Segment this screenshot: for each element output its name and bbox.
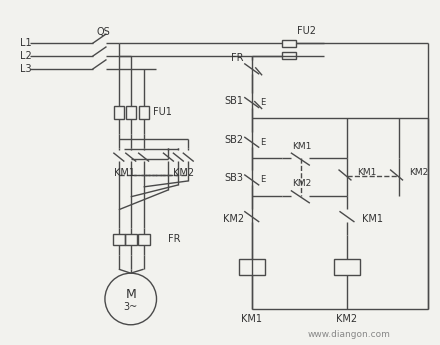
- Text: KM1: KM1: [362, 214, 383, 224]
- Text: KM2: KM2: [292, 179, 311, 188]
- Text: E: E: [260, 98, 265, 107]
- Text: KM1: KM1: [114, 168, 135, 178]
- Text: L1: L1: [20, 38, 31, 48]
- Bar: [113, 234, 125, 245]
- Text: KM2: KM2: [223, 214, 244, 224]
- Text: E: E: [260, 138, 265, 147]
- Text: SB2: SB2: [225, 135, 244, 145]
- Text: KM1: KM1: [357, 168, 377, 177]
- Bar: [126, 106, 136, 119]
- Bar: [282, 52, 297, 59]
- Bar: [125, 234, 137, 245]
- Bar: [282, 40, 297, 47]
- Text: www.diangon.com: www.diangon.com: [308, 330, 390, 339]
- Text: L3: L3: [20, 64, 31, 74]
- Text: SB3: SB3: [225, 173, 244, 183]
- Bar: [139, 106, 149, 119]
- Text: 3~: 3~: [124, 302, 138, 312]
- Text: KM1: KM1: [241, 314, 262, 324]
- Text: FR: FR: [231, 53, 244, 63]
- Text: KM2: KM2: [409, 168, 428, 177]
- Bar: [114, 106, 124, 119]
- Text: SB1: SB1: [225, 96, 244, 106]
- Text: KM1: KM1: [292, 142, 311, 151]
- Text: KM2: KM2: [337, 314, 358, 324]
- Bar: [334, 259, 360, 275]
- Bar: [239, 259, 264, 275]
- Text: L2: L2: [20, 51, 31, 61]
- Bar: [138, 234, 150, 245]
- Text: M: M: [125, 287, 136, 300]
- Text: FU2: FU2: [297, 26, 316, 36]
- Text: KM2: KM2: [173, 168, 194, 178]
- Text: FR: FR: [169, 235, 181, 245]
- Text: FU1: FU1: [153, 108, 172, 118]
- Text: E: E: [260, 176, 265, 185]
- Text: QS: QS: [96, 27, 110, 37]
